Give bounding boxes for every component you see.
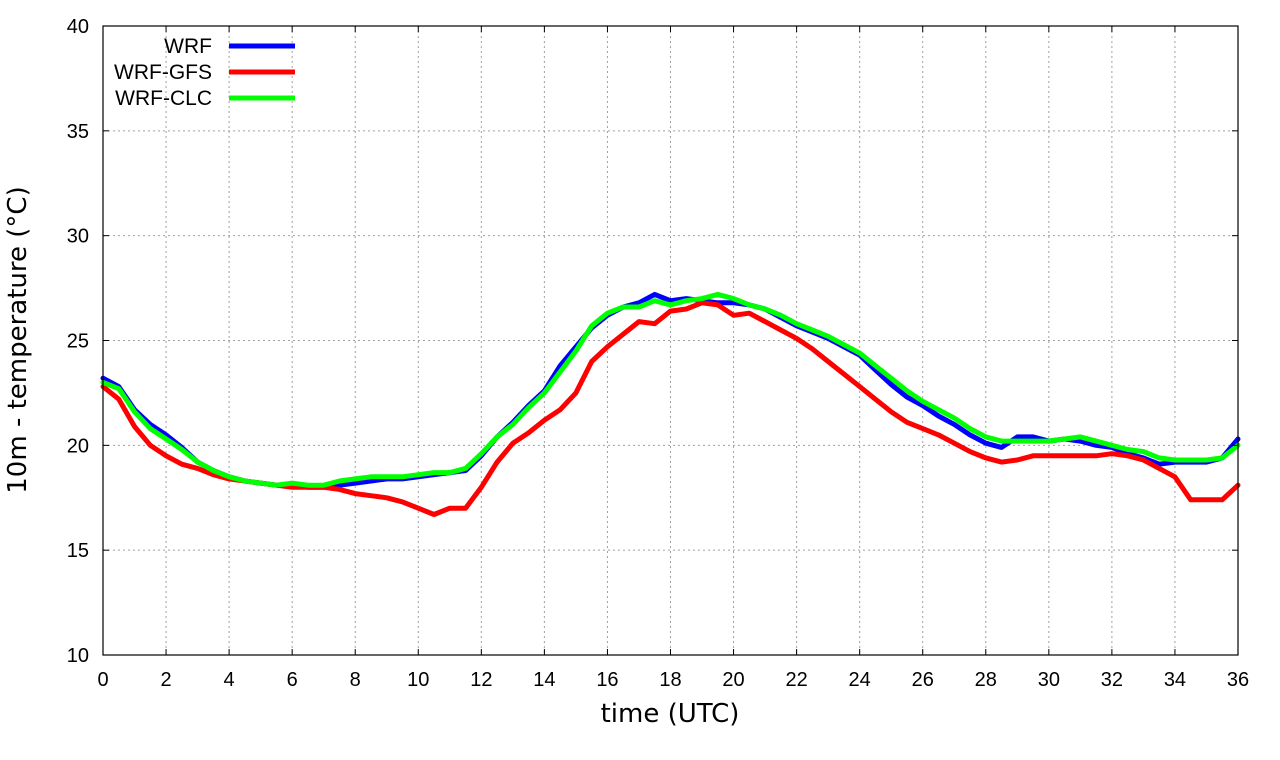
x-tick-label: 34 [1164,669,1186,691]
y-axis-label: 10m - temperature (°C) [3,186,33,493]
series-line-wrf [100,291,1241,490]
y-axis-ticks: 10 15 20 25 30 35 40 [67,16,1238,667]
x-tick-label: 28 [975,669,997,691]
x-tick-label: 18 [659,669,681,691]
series-lines [100,291,1241,517]
y-tick-label: 30 [67,226,89,248]
y-tick-label: 40 [67,16,89,38]
x-tick-label: 10 [407,669,429,691]
legend-label: WRF-CLC [115,87,212,110]
x-tick-label: 26 [912,669,934,691]
x-tick-label: 36 [1227,669,1249,691]
legend-label: WRF [164,35,212,58]
legend-label: WRF-GFS [114,61,212,84]
x-axis-ticks: 0 2 4 6 8 10 12 14 16 18 20 22 24 26 28 30 32 34 36 [97,26,1249,691]
x-tick-label: 14 [533,669,555,691]
y-tick-label: 15 [67,540,89,562]
x-tick-label: 6 [287,669,298,691]
x-tick-label: 30 [1038,669,1060,691]
x-tick-label: 4 [224,669,235,691]
series-line-wrf-gfs [100,300,1241,517]
x-tick-label: 32 [1101,669,1123,691]
x-tick-label: 8 [350,669,361,691]
series-line-wrf-clc [100,291,1241,488]
y-tick-label: 10 [67,645,89,667]
legend: WRF WRF-GFS WRF-CLC [114,35,295,110]
x-tick-label: 0 [97,669,108,691]
x-tick-label: 16 [596,669,618,691]
x-tick-label: 20 [722,669,744,691]
grid [103,26,1238,655]
y-tick-label: 35 [67,121,89,143]
y-tick-label: 20 [67,435,89,457]
y-tick-label: 25 [67,331,89,353]
x-tick-label: 24 [849,669,871,691]
x-tick-label: 2 [160,669,171,691]
x-tick-label: 22 [785,669,807,691]
x-tick-label: 12 [470,669,492,691]
x-axis-label: time (UTC) [601,699,740,729]
